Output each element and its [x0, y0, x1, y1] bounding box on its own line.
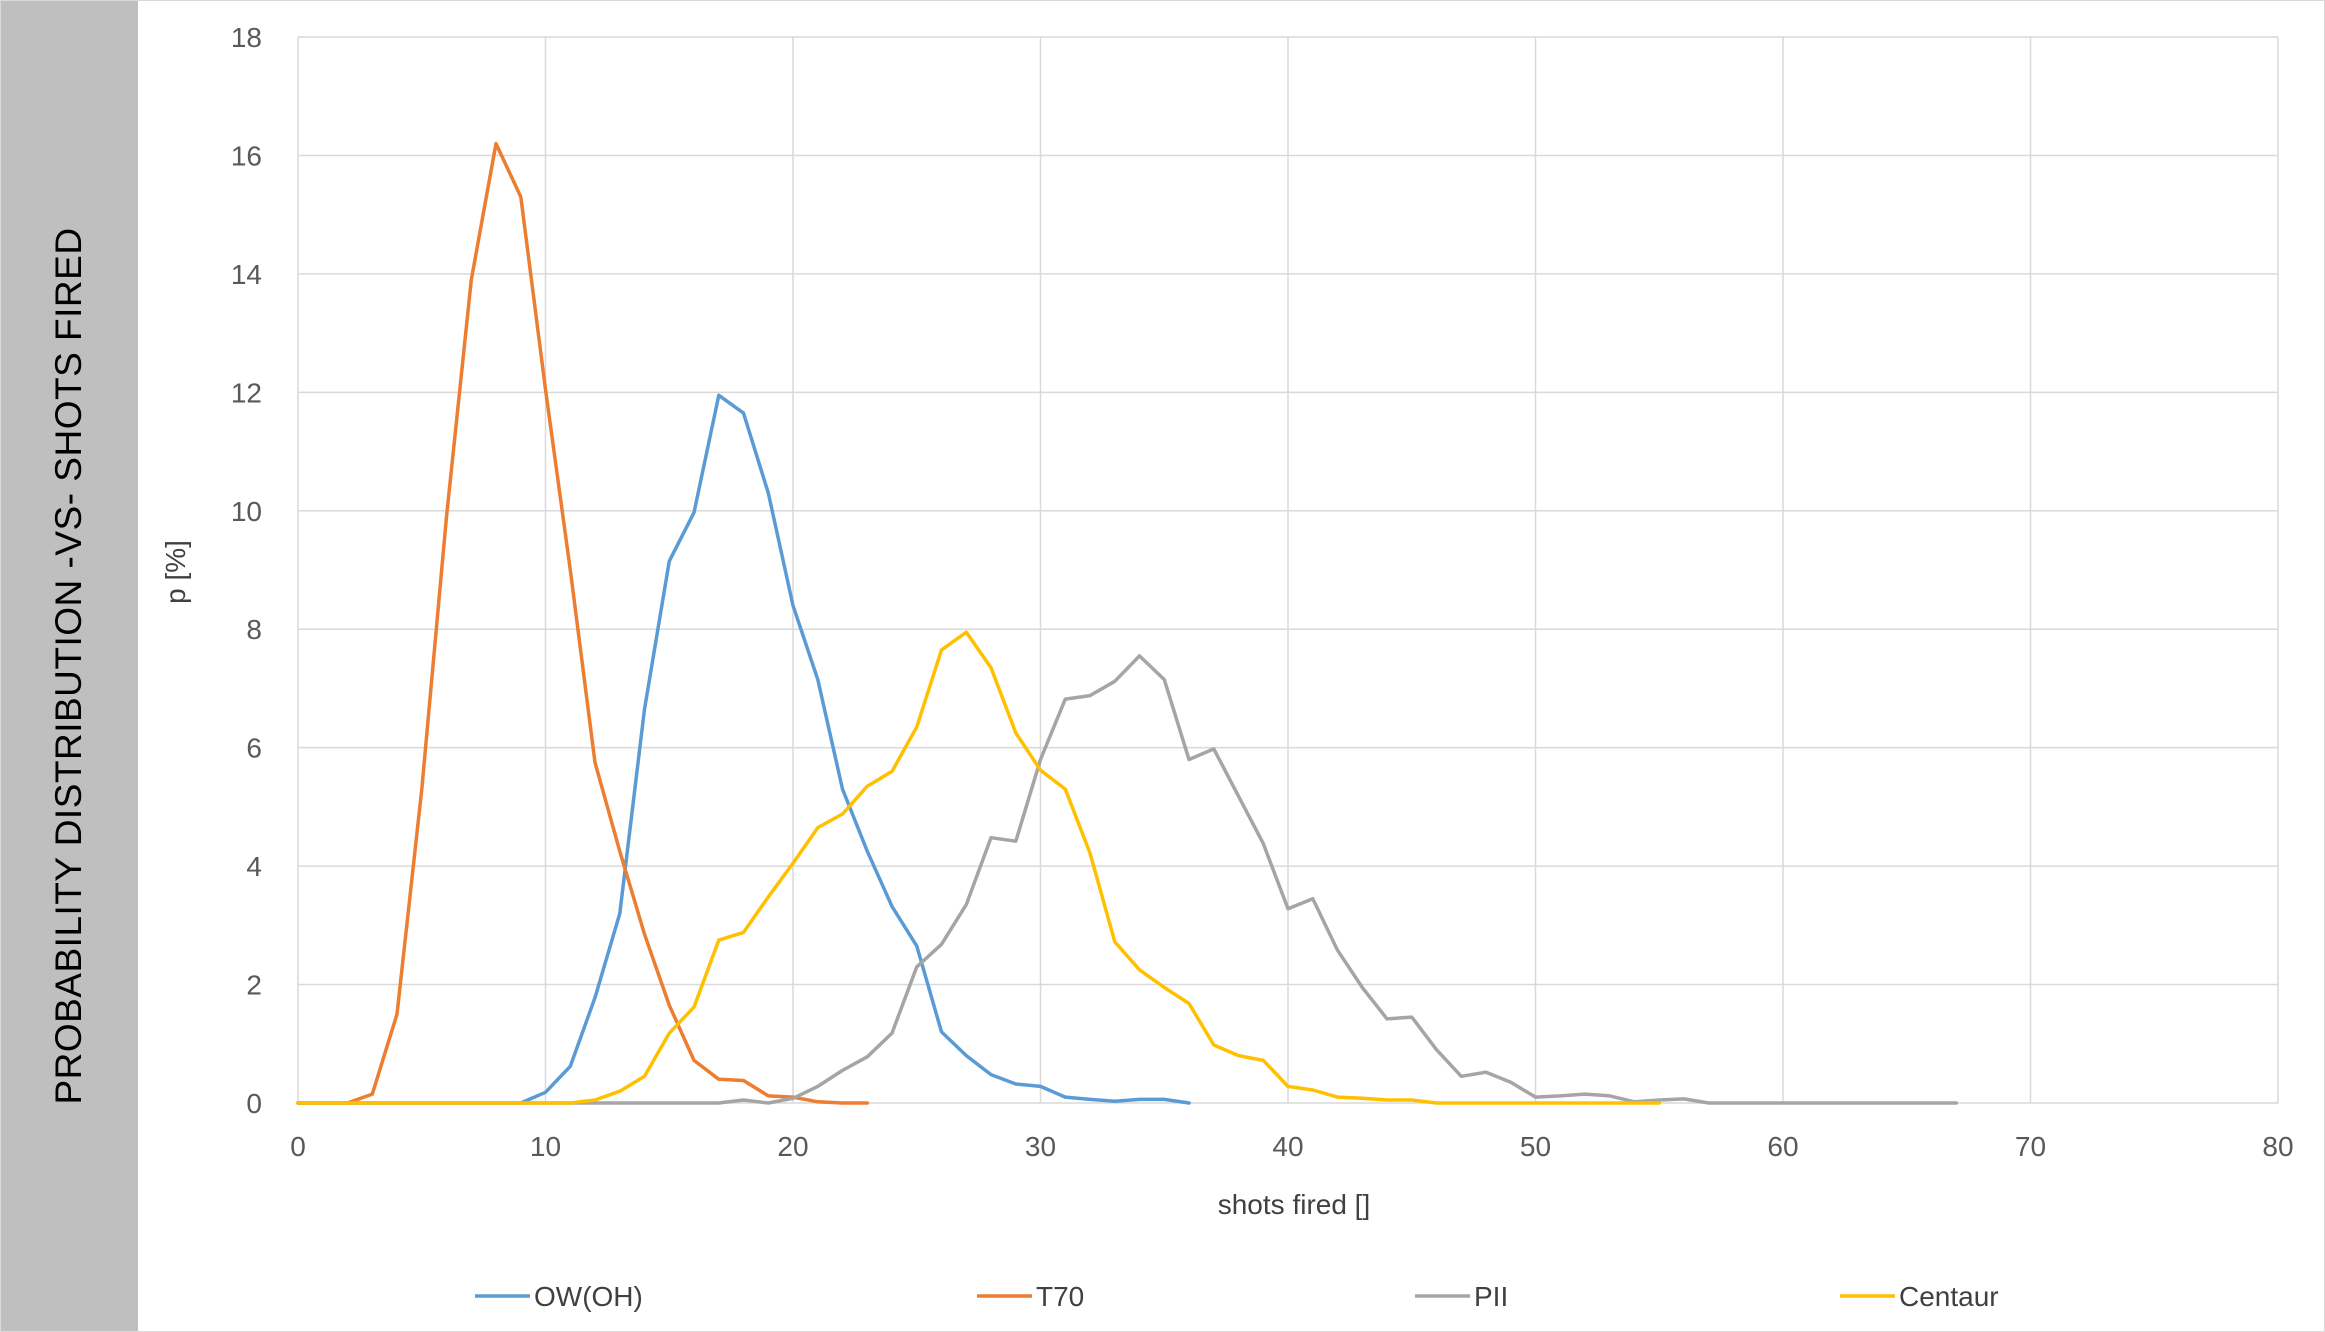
y-tick-label: 2: [246, 970, 262, 1001]
series-line-pii: [296, 654, 1959, 1105]
grid: [297, 36, 2279, 1104]
y-tick-label: 4: [246, 851, 262, 882]
y-tick-label: 6: [246, 733, 262, 764]
legend-item: PII: [1415, 1281, 1508, 1312]
x-tick-label: 80: [2262, 1131, 2293, 1162]
x-tick-label: 40: [1272, 1131, 1303, 1162]
x-tick-label: 20: [777, 1131, 808, 1162]
x-tick-label: 30: [1025, 1131, 1056, 1162]
legend-label: Centaur: [1899, 1281, 1999, 1312]
x-tick-label: 0: [290, 1131, 306, 1162]
y-tick-label: 12: [231, 377, 262, 408]
y-tick-label: 8: [246, 614, 262, 645]
x-tick-label: 70: [2015, 1131, 2046, 1162]
series-line-centaur: [296, 630, 1662, 1105]
x-tick-label: 50: [1520, 1131, 1551, 1162]
legend-label: PII: [1474, 1281, 1508, 1312]
series-line-ow-oh: [296, 393, 1191, 1105]
y-tick-label: 14: [231, 259, 262, 290]
y-tick-label: 0: [246, 1088, 262, 1119]
x-tick-label: 60: [1767, 1131, 1798, 1162]
series-line-t70: [296, 141, 870, 1105]
legend-label: OW(OH): [534, 1281, 643, 1312]
x-tick-labels: 0 10 20 30 40 50 60 70 80: [290, 1131, 2293, 1162]
y-tick-label: 10: [231, 496, 262, 527]
legend-item: Centaur: [1840, 1281, 1999, 1312]
side-title-band: [1, 1, 138, 1331]
y-tick-labels: 0 2 4 6 8 10 12 14 16 18: [231, 22, 262, 1119]
y-tick-label: 18: [231, 22, 262, 53]
x-axis-title: shots fired []: [1218, 1189, 1371, 1220]
legend-item: OW(OH): [475, 1281, 643, 1312]
x-tick-label: 10: [530, 1131, 561, 1162]
y-axis-title: p [%]: [160, 540, 191, 604]
legend-item: T70: [977, 1281, 1084, 1312]
legend-label: T70: [1036, 1281, 1084, 1312]
series-lines: [296, 141, 1959, 1105]
y-tick-label: 16: [231, 140, 262, 171]
legend: OW(OH) T70 PII Centaur: [475, 1281, 1999, 1312]
